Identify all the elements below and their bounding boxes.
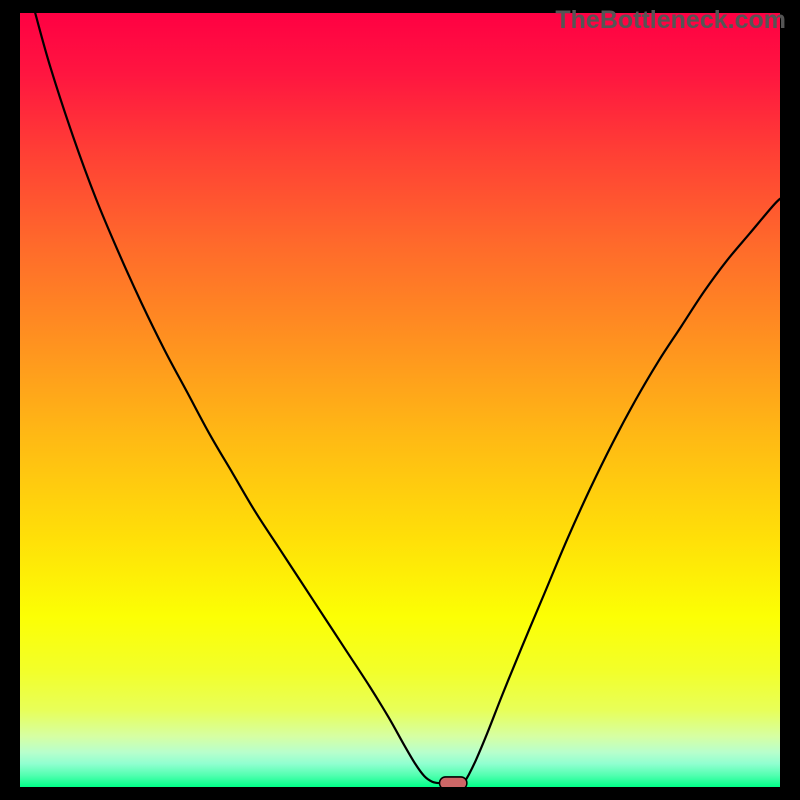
canvas: TheBottleneck.com bbox=[0, 0, 800, 800]
optimal-point-marker bbox=[440, 777, 467, 787]
chart-plot-area bbox=[20, 13, 780, 787]
gradient-background bbox=[20, 13, 780, 787]
chart-svg bbox=[20, 13, 780, 787]
watermark-label: TheBottleneck.com bbox=[555, 6, 786, 35]
